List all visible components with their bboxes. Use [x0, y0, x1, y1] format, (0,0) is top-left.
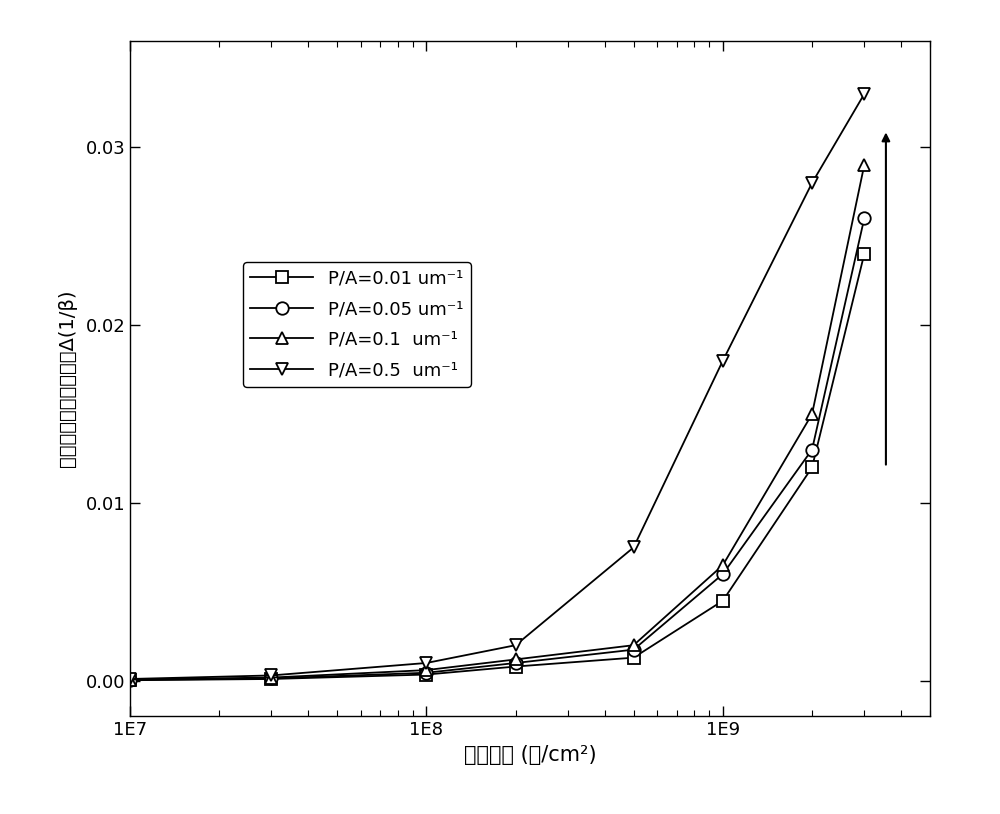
Legend: P/A=0.01 um⁻¹, P/A=0.05 um⁻¹, P/A=0.1  um⁻¹, P/A=0.5  um⁻¹: P/A=0.01 um⁻¹, P/A=0.05 um⁻¹, P/A=0.1 um… — [243, 262, 471, 387]
X-axis label: 辐射注量 (个/cm²): 辐射注量 (个/cm²) — [464, 745, 596, 764]
Y-axis label: 电流增益倒数变化量，Δ(1/β): 电流增益倒数变化量，Δ(1/β) — [58, 290, 77, 467]
